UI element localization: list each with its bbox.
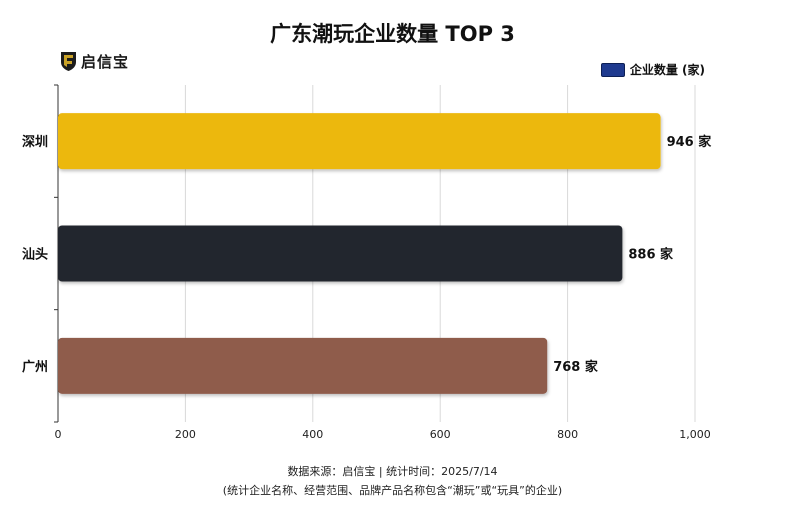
- value-label: 768 家: [553, 359, 599, 375]
- footer-source: 数据来源：启信宝 | 统计时间：2025/7/14: [287, 465, 498, 478]
- x-tick-label: 200: [175, 428, 196, 441]
- labels: 0 200 400 600 800 1,000 深圳 946 家汕头 886 家广州 768 家: [22, 134, 712, 441]
- bar: [58, 113, 661, 170]
- x-tick-label: 800: [557, 428, 578, 441]
- footer-note: (统计企业名称、经营范围、品牌产品名称包含“潮玩”或“玩具”的企业): [222, 484, 563, 497]
- bars: [58, 113, 661, 394]
- legend-swatch: [600, 62, 625, 77]
- x-tick-label: 600: [430, 428, 451, 441]
- shield-logo-icon: [60, 50, 77, 72]
- brand-logo: 启信宝: [60, 49, 129, 73]
- value-label: 886 家: [628, 247, 674, 263]
- x-tick-label: 400: [302, 428, 323, 441]
- x-tick-label: 1,000: [679, 428, 711, 441]
- chart-title: 广东潮玩企业数量 TOP 3: [270, 22, 515, 46]
- category-label: 广州: [22, 359, 48, 375]
- logo-text: 启信宝: [81, 52, 130, 71]
- bar: [58, 225, 623, 282]
- legend-label: 企业数量 (家): [629, 63, 705, 77]
- category-label: 汕头: [22, 247, 48, 263]
- category-label: 深圳: [22, 134, 48, 150]
- bar: [58, 337, 548, 394]
- value-label: 946 家: [667, 134, 713, 150]
- legend: 企业数量 (家): [600, 61, 705, 78]
- axes: [54, 84, 59, 423]
- x-tick-label: 0: [55, 428, 62, 441]
